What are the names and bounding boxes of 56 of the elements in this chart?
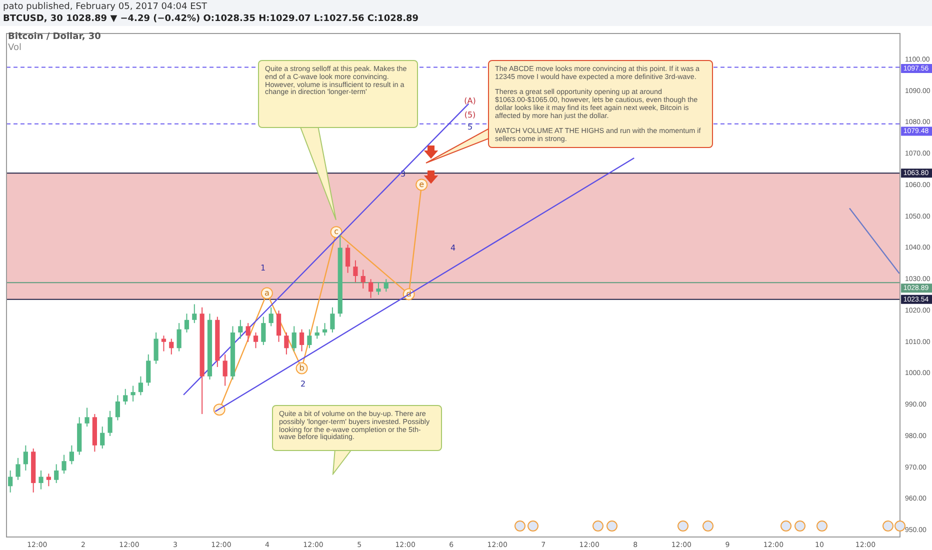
candlestick [276,310,282,342]
candlestick [299,328,304,352]
annotation: c [334,227,338,236]
candlestick [345,244,350,274]
candlestick [238,319,243,340]
candlestick [384,278,388,292]
annotation: (5) [464,110,476,120]
candlestick [253,332,258,349]
candlestick [322,322,328,336]
annotation: 2 [300,380,306,388]
candlestick [246,322,250,342]
candlestick [84,407,90,428]
annotation: e [419,180,424,189]
candlestick [184,313,190,333]
candlestick [38,470,44,490]
candlestick [100,426,105,450]
candlestick [376,282,381,296]
candlestick [368,278,374,298]
candlestick [161,335,166,352]
candlestick [360,269,366,290]
candlestick [268,306,274,327]
candlestick [307,328,312,349]
candlestick [284,332,289,355]
annotation: 4 [450,244,456,252]
annotation: 1 [260,264,266,272]
candlestick [115,394,120,421]
candlestick [169,338,174,355]
candlestick [46,473,51,487]
candlestick [154,332,158,364]
annotation: b [299,363,304,372]
annotation: (A) [464,96,476,106]
candlestick [292,326,296,352]
candlestick [314,326,320,340]
candlestick [16,457,20,480]
candlestick [108,410,112,436]
candlestick [330,306,335,333]
candlestick [123,388,128,406]
candlestick [69,444,74,465]
candlestick [23,444,28,471]
candlestick [261,316,266,346]
candlestick [222,354,228,386]
candlestick [353,260,358,283]
candlestick [192,304,197,324]
annotation: a [264,288,270,298]
chart-title: Bitcoin / Dollar, 30 [8,32,101,42]
candlestick [146,354,151,386]
candlestick [54,464,59,484]
annotation: Vol [8,43,22,53]
text: pato published, February 05, 2017 04:04 EST [3,2,207,12]
annotation: 5 [467,122,473,132]
candlestick [176,322,182,352]
candlestick [8,470,13,493]
chart-subtitle: BTCUSD, 30 1028.89 ▼ −4.29 (−0.42%) O:1028.35 H:1029.07 L:1027.56 C:1028.89 [3,14,419,24]
candlestick [62,454,66,474]
candlestick [138,376,144,396]
candlestick [130,385,136,402]
